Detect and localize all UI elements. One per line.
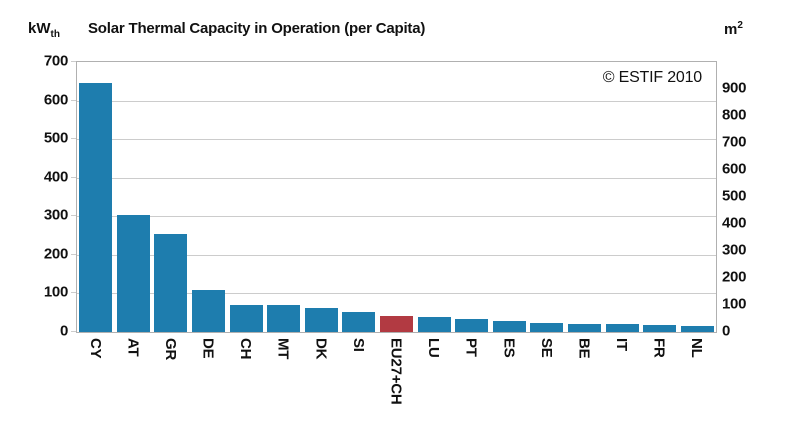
x-axis-label: CH [237, 338, 255, 360]
left-axis-tick-mark [71, 100, 76, 101]
gridline [77, 293, 716, 294]
left-axis-tick-label: 100 [43, 283, 68, 301]
right-axis-tick-label: 400 [722, 214, 747, 232]
left-axis-tick-label: 0 [59, 322, 68, 340]
left-axis-tick-mark [71, 61, 76, 62]
bar [455, 319, 489, 332]
left-axis-tick-label: 500 [43, 129, 68, 147]
x-axis-label: CY [86, 338, 104, 359]
bar [116, 215, 150, 332]
x-axis-label: BE [575, 338, 593, 359]
gridline [77, 216, 716, 217]
x-axis-label: PT [462, 338, 480, 357]
right-axis-unit: m2 [724, 20, 743, 38]
copyright-annotation: © ESTIF 2010 [602, 69, 702, 86]
right-axis-tick-label: 200 [722, 268, 747, 286]
left-axis-tick-label: 200 [43, 245, 68, 263]
left-axis-tick-mark [71, 292, 76, 293]
gridline [77, 255, 716, 256]
bar [643, 325, 677, 332]
left-axis-tick-label: 600 [43, 91, 68, 109]
bar [304, 308, 338, 332]
bar [530, 323, 564, 332]
gridline [77, 139, 716, 140]
bar [492, 321, 526, 332]
bar [229, 304, 263, 332]
right-axis-tick-label: 300 [722, 241, 747, 259]
x-axis-label: EU27+CH [387, 338, 405, 405]
chart-title: Solar Thermal Capacity in Operation (per… [88, 20, 426, 37]
left-axis-tick-mark [71, 138, 76, 139]
left-axis-tick-label: 300 [43, 206, 68, 224]
left-axis-tick-mark [71, 177, 76, 178]
x-axis-label: NL [688, 338, 706, 358]
bar [342, 311, 376, 332]
bar [267, 305, 301, 332]
x-axis-label: AT [124, 338, 142, 357]
x-axis-label: FR [650, 338, 668, 358]
bar [380, 316, 413, 332]
left-axis-tick-mark [71, 331, 76, 332]
x-axis-label: SE [537, 338, 555, 358]
bar [567, 323, 601, 332]
right-axis-tick-label: 0 [722, 322, 731, 340]
right-axis-tick-label: 600 [722, 160, 747, 178]
bar [417, 317, 451, 332]
x-axis-label: MT [274, 338, 292, 360]
right-axis-unit-superscript: 2 [737, 20, 743, 31]
right-axis-unit-base: m [724, 21, 738, 38]
right-axis-tick-label: 800 [722, 106, 747, 124]
x-axis-label: LU [425, 338, 443, 358]
bar [605, 324, 639, 332]
left-axis-unit: kWth [28, 20, 60, 40]
left-axis-tick-label: 700 [43, 52, 68, 70]
left-axis-unit-subscript: th [50, 29, 60, 40]
bar [79, 83, 113, 332]
left-axis-tick-mark [71, 254, 76, 255]
left-axis-tick-label: 400 [43, 168, 68, 186]
right-axis-tick-label: 500 [722, 187, 747, 205]
x-axis-label: SI [349, 338, 367, 352]
right-axis-tick-label: 700 [722, 133, 747, 151]
right-axis-tick-label: 100 [722, 295, 747, 313]
gridline [77, 101, 716, 102]
bar [154, 233, 188, 332]
bar [680, 325, 714, 332]
right-axis-tick-label: 900 [722, 79, 747, 97]
x-axis-label: GR [161, 338, 179, 361]
left-axis-unit-base: kW [28, 20, 51, 37]
gridline [77, 178, 716, 179]
bar [192, 290, 226, 332]
plot-area: © ESTIF 2010 [76, 61, 717, 333]
x-axis-label: DE [199, 338, 217, 359]
x-axis-label: ES [500, 338, 518, 358]
left-axis-tick-mark [71, 215, 76, 216]
x-axis-label: IT [613, 338, 631, 351]
x-axis-label: DK [312, 338, 330, 360]
